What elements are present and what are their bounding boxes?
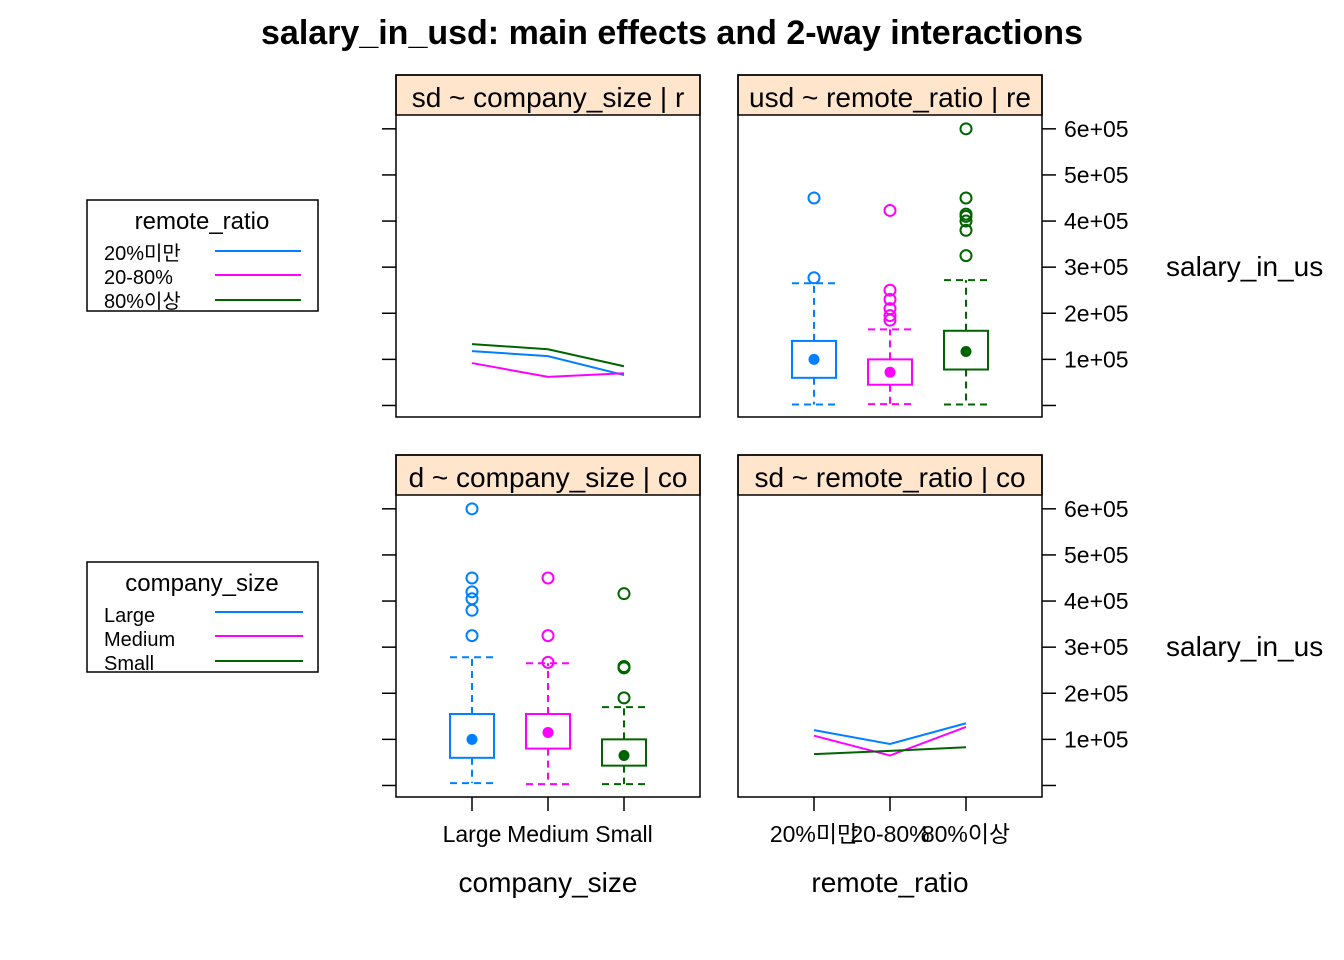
outlier-point — [959, 207, 973, 221]
box-2 — [601, 587, 647, 786]
y-tick-label: 5e+05 — [1064, 162, 1129, 188]
median-dot — [618, 750, 630, 762]
legend-entry: 20-80% — [104, 267, 173, 289]
box-0 — [449, 502, 495, 785]
outlier-point — [617, 660, 631, 674]
median-dot — [808, 353, 820, 365]
median-dot — [884, 366, 896, 378]
series-line — [813, 746, 967, 756]
series-line — [471, 350, 625, 377]
y-tick-label: 5e+05 — [1064, 542, 1129, 568]
y-tick-label: 4e+05 — [1064, 588, 1129, 614]
median-dot — [542, 726, 554, 738]
legend-remote-ratio: remote_ratio 20%미만 20-80% 80%이상 — [86, 199, 319, 313]
legend-entry: 20%미만 — [104, 242, 181, 265]
x-tick-label: Small — [595, 821, 653, 847]
outlier-point — [465, 603, 479, 617]
outlier-point — [465, 571, 479, 585]
outlier-point — [465, 629, 479, 643]
outlier-point — [617, 587, 631, 601]
box-0 — [791, 191, 837, 406]
y-tick-label: 2e+05 — [1064, 680, 1129, 706]
outlier-point — [465, 592, 479, 606]
outlier-point — [883, 302, 897, 316]
legend-company-size: company_size Large Medium Small — [86, 561, 319, 675]
outlier-point — [617, 691, 631, 705]
box-rect — [791, 339, 837, 379]
panel-frame — [395, 74, 701, 418]
box-rect — [943, 329, 989, 371]
legend-entry: Large — [104, 605, 155, 627]
box-rect — [601, 738, 647, 767]
outlier-point — [807, 191, 821, 205]
y-tick-label: 1e+05 — [1064, 346, 1129, 372]
outlier-point — [541, 655, 555, 669]
outlier-point — [959, 223, 973, 237]
legend-entry: 80%이상 — [104, 290, 181, 313]
x-tick-label: 20-80% — [850, 821, 929, 847]
strip-background — [395, 454, 701, 496]
panel-frame — [737, 454, 1043, 798]
strip-label: usd ~ remote_ratio | re — [749, 82, 1031, 113]
y-tick-label: 6e+05 — [1064, 116, 1129, 142]
series-line — [471, 343, 625, 368]
series-line — [471, 362, 625, 378]
y-axis-label: salary_in_us — [1166, 631, 1323, 662]
legend-title: company_size — [125, 570, 278, 597]
panel-bottom-left: d ~ company_size | co Large Medium Small — [382, 454, 701, 847]
chart-title: salary_in_usd: main effects and 2-way in… — [261, 14, 1083, 52]
box-1 — [525, 571, 571, 786]
box-2 — [943, 122, 989, 406]
legend-entry: Small — [104, 653, 154, 675]
x-tick-label: Medium — [507, 821, 589, 847]
outlier-point — [883, 283, 897, 297]
y-tick-label: 6e+05 — [1064, 496, 1129, 522]
legend-entry: Medium — [104, 629, 175, 651]
outlier-point — [883, 203, 897, 217]
legend-frame — [86, 561, 319, 673]
y-tick-label: 3e+05 — [1064, 634, 1129, 660]
outlier-point — [959, 249, 973, 263]
median-dot — [960, 346, 972, 358]
y-tick-label: 2e+05 — [1064, 300, 1129, 326]
box-rect — [867, 358, 913, 386]
y-tick-label: 4e+05 — [1064, 208, 1129, 234]
legend-title: remote_ratio — [135, 208, 270, 235]
outlier-point — [959, 214, 973, 228]
strip-label: sd ~ company_size | r — [412, 82, 685, 113]
outlier-point — [959, 191, 973, 205]
x-tick-label: Large — [443, 821, 502, 847]
panel-frame — [737, 74, 1043, 418]
box-rect — [449, 713, 495, 759]
x-tick-label: 80%이상 — [922, 821, 1010, 847]
outlier-point — [541, 629, 555, 643]
box-rect — [525, 713, 571, 750]
strip-label: d ~ company_size | co — [409, 462, 688, 493]
panel-bottom-right: sd ~ remote_ratio | co 1e+05 2e+05 3e+05 4e+… — [737, 454, 1323, 847]
series-line — [813, 722, 967, 746]
y-axis-label: salary_in_us — [1166, 251, 1323, 282]
median-dot — [466, 733, 478, 745]
strip-background — [737, 74, 1043, 116]
outlier-point — [465, 585, 479, 599]
outlier-point — [541, 571, 555, 585]
x-axis-label-remote-ratio: remote_ratio — [811, 867, 968, 898]
x-axis-label-company-size: company_size — [459, 867, 638, 898]
x-tick-label: 20%미만 — [770, 821, 858, 847]
y-tick-label: 3e+05 — [1064, 254, 1129, 280]
box-1 — [867, 203, 913, 406]
panel-frame — [395, 454, 701, 798]
outlier-point — [883, 292, 897, 306]
panel-top-right: usd ~ remote_ratio | re 1e+05 2e+05 3e+05 4e… — [737, 74, 1323, 418]
outlier-point — [959, 122, 973, 136]
series-line — [813, 725, 967, 757]
y-tick-label: 1e+05 — [1064, 726, 1129, 752]
outlier-point — [465, 502, 479, 516]
legend-frame — [86, 199, 319, 312]
panel-top-left: sd ~ company_size | r — [382, 74, 701, 418]
outlier-point — [807, 271, 821, 285]
strip-label: sd ~ remote_ratio | co — [754, 462, 1025, 493]
outlier-point — [883, 309, 897, 323]
